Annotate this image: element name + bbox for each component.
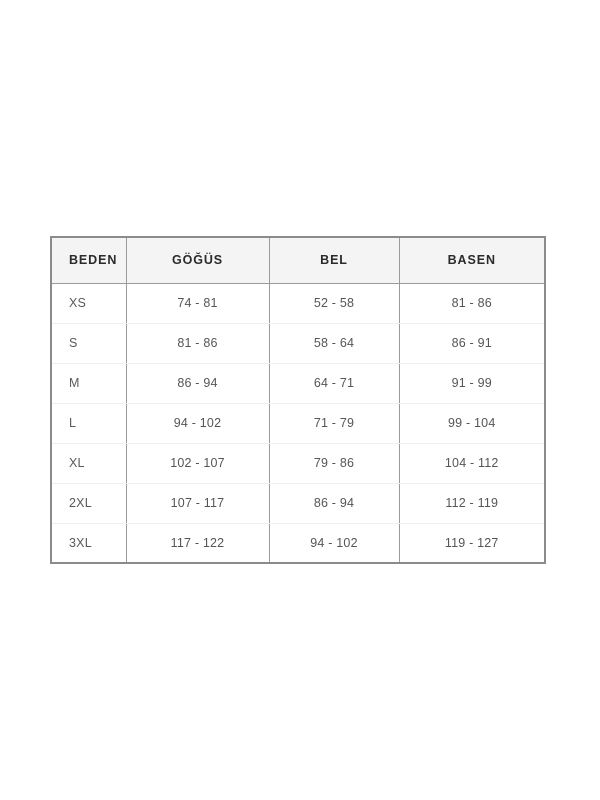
size-chart-table: BEDEN GÖĞÜS BEL BASEN XS 74 - 81 52 - 58… xyxy=(50,236,546,564)
cell-hip: 104 - 112 xyxy=(399,443,545,484)
table-header: BEDEN GÖĞÜS BEL BASEN xyxy=(51,237,545,284)
table-row: 3XL 117 - 122 94 - 102 119 - 127 xyxy=(51,523,545,563)
cell-chest: 86 - 94 xyxy=(126,363,270,404)
cell-size: XS xyxy=(51,283,127,324)
cell-size: XL xyxy=(51,443,127,484)
table-row: S 81 - 86 58 - 64 86 - 91 xyxy=(51,323,545,364)
table-row: L 94 - 102 71 - 79 99 - 104 xyxy=(51,403,545,444)
cell-waist: 71 - 79 xyxy=(269,403,400,444)
cell-hip: 86 - 91 xyxy=(399,323,545,364)
cell-waist: 58 - 64 xyxy=(269,323,400,364)
cell-size: M xyxy=(51,363,127,404)
table-row: M 86 - 94 64 - 71 91 - 99 xyxy=(51,363,545,404)
table-body: XS 74 - 81 52 - 58 81 - 86 S 81 - 86 58 … xyxy=(51,283,545,563)
table-row: XL 102 - 107 79 - 86 104 - 112 xyxy=(51,443,545,484)
cell-chest: 117 - 122 xyxy=(126,523,270,563)
cell-chest: 81 - 86 xyxy=(126,323,270,364)
cell-waist: 94 - 102 xyxy=(269,523,400,563)
cell-hip: 99 - 104 xyxy=(399,403,545,444)
column-header-chest: GÖĞÜS xyxy=(126,237,270,284)
cell-hip: 91 - 99 xyxy=(399,363,545,404)
size-chart-container: BEDEN GÖĞÜS BEL BASEN XS 74 - 81 52 - 58… xyxy=(50,236,546,564)
table-row: XS 74 - 81 52 - 58 81 - 86 xyxy=(51,283,545,324)
cell-size: 2XL xyxy=(51,483,127,524)
table-row: 2XL 107 - 117 86 - 94 112 - 119 xyxy=(51,483,545,524)
cell-hip: 81 - 86 xyxy=(399,283,545,324)
cell-size: S xyxy=(51,323,127,364)
column-header-size: BEDEN xyxy=(51,237,127,284)
cell-chest: 107 - 117 xyxy=(126,483,270,524)
cell-waist: 64 - 71 xyxy=(269,363,400,404)
cell-hip: 119 - 127 xyxy=(399,523,545,563)
table-header-row: BEDEN GÖĞÜS BEL BASEN xyxy=(51,237,545,284)
cell-size: 3XL xyxy=(51,523,127,563)
cell-chest: 102 - 107 xyxy=(126,443,270,484)
column-header-waist: BEL xyxy=(269,237,400,284)
cell-waist: 79 - 86 xyxy=(269,443,400,484)
cell-chest: 74 - 81 xyxy=(126,283,270,324)
column-header-hip: BASEN xyxy=(399,237,545,284)
cell-waist: 52 - 58 xyxy=(269,283,400,324)
cell-hip: 112 - 119 xyxy=(399,483,545,524)
cell-size: L xyxy=(51,403,127,444)
cell-chest: 94 - 102 xyxy=(126,403,270,444)
cell-waist: 86 - 94 xyxy=(269,483,400,524)
